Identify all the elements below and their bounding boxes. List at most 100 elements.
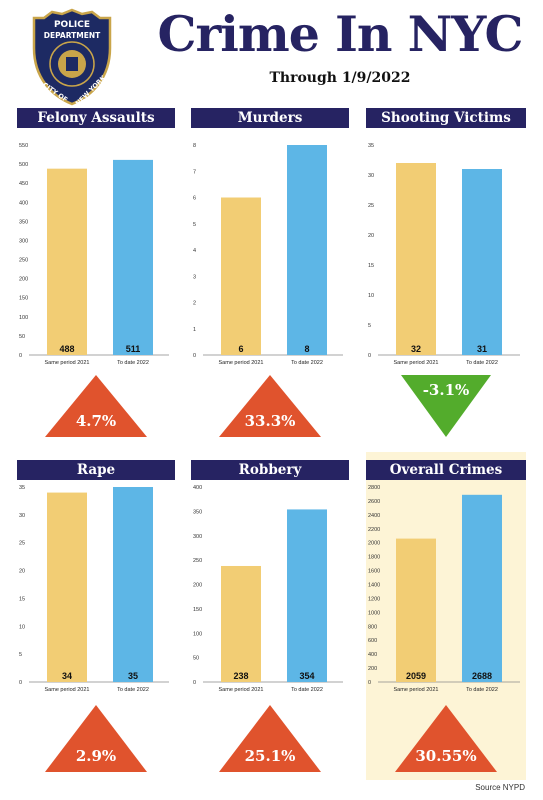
y-tick-label: 550 xyxy=(19,143,28,149)
category-label: To date 2022 xyxy=(466,687,498,693)
category-label: To date 2022 xyxy=(291,360,323,366)
category-label: Same period 2021 xyxy=(219,360,264,366)
y-tick-label: 2400 xyxy=(368,513,380,519)
y-tick-label: 15 xyxy=(368,263,374,269)
category-label: To date 2022 xyxy=(291,687,323,693)
y-tick-label: 150 xyxy=(193,607,202,613)
y-tick-label: 400 xyxy=(19,200,28,206)
y-tick-label: 0 xyxy=(19,680,22,686)
y-tick-label: 2 xyxy=(193,301,196,307)
y-tick-label: 100 xyxy=(19,315,28,321)
y-tick-label: 600 xyxy=(368,638,377,644)
y-tick-label: 1600 xyxy=(368,569,380,575)
y-tick-label: 35 xyxy=(368,143,374,149)
increase-arrow-icon xyxy=(219,375,321,437)
chart-title: Murders xyxy=(191,108,349,128)
increase-arrow-icon xyxy=(219,705,321,772)
bar-value-label: 238 xyxy=(233,671,248,681)
bar-value-label: 2059 xyxy=(406,671,426,681)
bar-value-label: 354 xyxy=(299,671,314,681)
y-tick-label: 2600 xyxy=(368,499,380,505)
y-tick-label: 5 xyxy=(19,652,22,658)
bar-2021 xyxy=(221,197,261,355)
y-tick-label: 20 xyxy=(19,569,25,575)
chart-title: Rape xyxy=(17,460,175,480)
y-tick-label: 25 xyxy=(368,203,374,209)
y-tick-label: 10 xyxy=(19,624,25,630)
category-label: To date 2022 xyxy=(117,687,149,693)
badge-top-text: POLICE xyxy=(54,20,90,30)
bar-value-label: 488 xyxy=(59,344,74,354)
y-tick-label: 300 xyxy=(19,238,28,244)
bar-value-label: 8 xyxy=(304,344,309,354)
bar-2022 xyxy=(287,145,327,355)
chart-title: Robbery xyxy=(191,460,349,480)
nypd-badge-icon: POLICE DEPARTMENT CITY OF NEW YORK xyxy=(32,8,112,106)
y-tick-label: 1200 xyxy=(368,596,380,602)
y-tick-label: 50 xyxy=(193,656,199,662)
y-tick-label: 20 xyxy=(368,233,374,239)
y-tick-label: 100 xyxy=(193,631,202,637)
y-tick-label: 35 xyxy=(19,485,25,491)
y-tick-label: 500 xyxy=(19,162,28,168)
category-label: Same period 2021 xyxy=(45,360,90,366)
badge-middle-text: DEPARTMENT xyxy=(44,31,101,40)
y-tick-label: 2200 xyxy=(368,527,380,533)
y-tick-label: 0 xyxy=(193,680,196,686)
category-label: To date 2022 xyxy=(466,360,498,366)
increase-arrow-icon xyxy=(395,705,497,772)
y-tick-label: 800 xyxy=(368,624,377,630)
y-tick-label: 10 xyxy=(368,293,374,299)
category-label: Same period 2021 xyxy=(394,687,439,693)
y-tick-label: 4 xyxy=(193,248,196,254)
bar-2021 xyxy=(47,492,87,682)
bar-value-label: 31 xyxy=(477,344,487,354)
bar-value-label: 6 xyxy=(238,344,243,354)
increase-arrow-icon xyxy=(45,705,147,772)
bar-value-label: 2688 xyxy=(472,671,492,681)
y-tick-label: 400 xyxy=(193,485,202,491)
y-tick-label: 50 xyxy=(19,334,25,340)
y-tick-label: 1 xyxy=(193,327,196,333)
increase-arrow-icon xyxy=(45,375,147,437)
category-label: Same period 2021 xyxy=(45,687,90,693)
source-note: Source NYPD xyxy=(475,783,525,792)
bar-2022 xyxy=(113,487,153,682)
y-tick-label: 0 xyxy=(368,353,371,359)
y-tick-label: 200 xyxy=(368,666,377,672)
bar-2022 xyxy=(287,509,327,682)
page-title: Crime In NYC xyxy=(157,5,523,63)
change-label: 4.7% xyxy=(76,412,116,430)
y-tick-label: 1000 xyxy=(368,610,380,616)
change-label: -3.1% xyxy=(423,381,470,399)
bar-2022 xyxy=(113,159,153,355)
y-tick-label: 5 xyxy=(368,323,371,329)
bar-2021 xyxy=(47,168,87,355)
change-label: 33.3% xyxy=(245,412,296,430)
y-tick-label: 450 xyxy=(19,181,28,187)
y-tick-label: 200 xyxy=(19,277,28,283)
chart-title: Overall Crimes xyxy=(366,460,526,480)
decrease-arrow-icon xyxy=(401,375,491,437)
y-tick-label: 400 xyxy=(368,652,377,658)
chart-title: Shooting Victims xyxy=(366,108,526,128)
y-tick-label: 15 xyxy=(19,596,25,602)
chart-title: Felony Assaults xyxy=(17,108,175,128)
y-tick-label: 300 xyxy=(193,534,202,540)
y-tick-label: 25 xyxy=(19,541,25,547)
y-tick-label: 6 xyxy=(193,196,196,202)
bar-2021 xyxy=(221,565,261,682)
y-tick-label: 8 xyxy=(193,143,196,149)
bar-2021 xyxy=(396,538,436,682)
bar-value-label: 35 xyxy=(128,671,138,681)
y-tick-label: 5 xyxy=(193,222,196,228)
bar-value-label: 34 xyxy=(62,671,72,681)
bar-value-label: 32 xyxy=(411,344,421,354)
category-label: Same period 2021 xyxy=(394,360,439,366)
bar-2022 xyxy=(462,169,502,355)
